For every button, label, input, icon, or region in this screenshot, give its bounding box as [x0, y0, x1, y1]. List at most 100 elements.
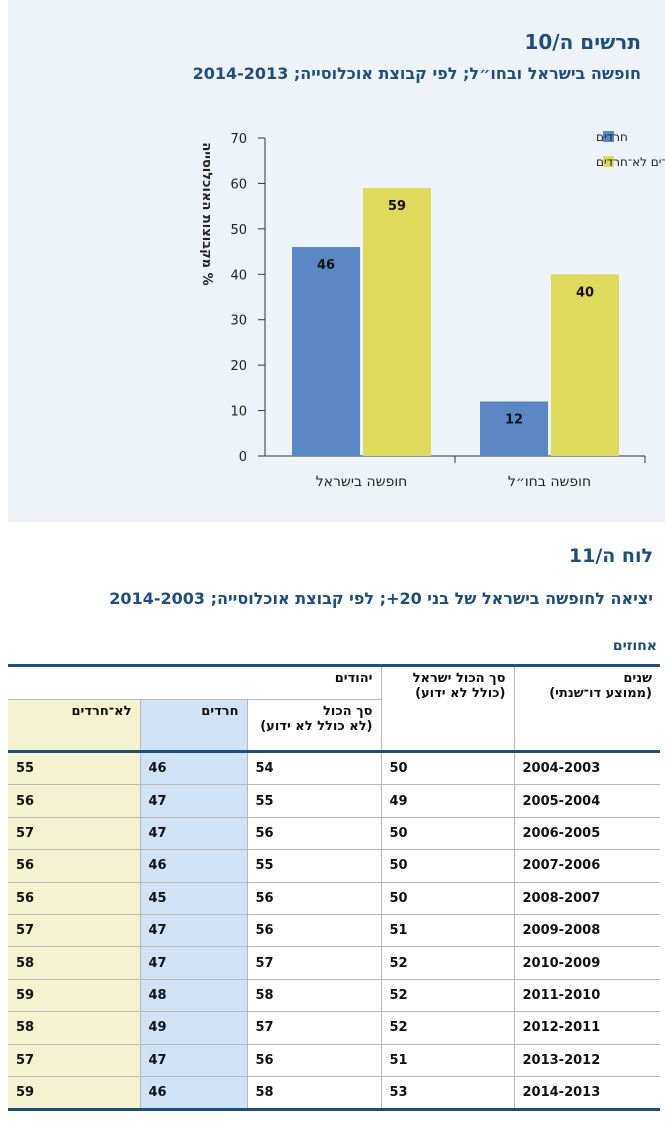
cell-haredim: 47 — [139, 784, 247, 818]
cell-haredim: 47 — [139, 1044, 247, 1077]
legend-swatch-haredim — [603, 131, 614, 142]
bar-data-label: 12 — [505, 412, 523, 427]
data-table: שנים (ממוצע דו־שנתי) סך הכול ישראל (כולל… — [8, 664, 660, 1112]
bar-0-1 — [363, 187, 431, 456]
y-tick-label: 50 — [230, 223, 247, 238]
header-jews: יהודים — [8, 664, 381, 700]
table-figure-title: לוח ה/11 — [568, 545, 653, 567]
cell-israel-total: 50 — [380, 817, 514, 851]
cell-israel-total: 51 — [380, 1044, 514, 1077]
chart-subtitle: חופשה בישראל ובחו״ל; לפי קבוצת אוכלוסייה… — [192, 64, 641, 83]
cell-jews-total: 58 — [246, 1076, 381, 1112]
legend-label-non-haredim: יהודים לא־חרדים — [596, 155, 665, 169]
table-row: 2006-2005 50 56 47 57 — [8, 817, 660, 851]
cell-haredim: 46 — [139, 1076, 247, 1112]
x-category-label: חופשה בחו״ל — [508, 474, 591, 490]
cell-israel-total: 52 — [380, 979, 514, 1013]
cell-israel-total: 53 — [380, 1076, 514, 1112]
cell-haredim: 45 — [139, 882, 247, 915]
cell-non-haredim: 57 — [8, 914, 140, 948]
table-row: 2008-2007 50 56 45 56 — [8, 882, 660, 915]
y-tick-label: 40 — [230, 268, 247, 283]
cell-jews-total: 55 — [246, 784, 381, 818]
table-row: 2011-2010 52 58 48 59 — [8, 979, 660, 1013]
cell-years: 2013-2012 — [513, 1044, 660, 1077]
table-row: 2007-2006 50 55 46 56 — [8, 849, 660, 883]
cell-jews-total: 58 — [246, 979, 381, 1013]
bar-data-label: 46 — [317, 258, 335, 273]
cell-jews-total: 56 — [246, 1044, 381, 1077]
chart-figure-title: תרשים ה/10 — [524, 30, 641, 54]
legend-label-haredim: חרדים — [596, 130, 628, 144]
cell-non-haredim: 58 — [8, 1011, 140, 1045]
cell-haredim: 46 — [139, 849, 247, 883]
cell-years: 2009-2008 — [513, 914, 660, 948]
cell-israel-total: 50 — [380, 751, 514, 786]
table-row: 2013-2012 51 56 47 57 — [8, 1044, 660, 1077]
y-tick-label: 30 — [230, 314, 247, 329]
y-tick-label: 20 — [230, 359, 247, 374]
cell-years: 2010-2009 — [513, 946, 660, 980]
cell-years: 2011-2010 — [513, 979, 660, 1013]
cell-years: 2008-2007 — [513, 882, 660, 915]
cell-non-haredim: 56 — [8, 784, 140, 818]
table-unit-label: אחוזים — [612, 638, 657, 654]
cell-non-haredim: 59 — [8, 979, 140, 1013]
cell-haredim: 46 — [139, 751, 247, 786]
cell-haredim: 47 — [139, 914, 247, 948]
bar-data-label: 40 — [576, 285, 594, 300]
header-non-haredim: לא־חרדים — [8, 699, 140, 752]
legend-swatch-non-haredim — [603, 156, 614, 167]
cell-jews-total: 56 — [246, 914, 381, 948]
table-subtitle: יציאה לחופשה בישראל של בני 20+; לפי קבוצ… — [109, 589, 653, 608]
cell-non-haredim: 58 — [8, 946, 140, 980]
cell-haredim: 47 — [139, 946, 247, 980]
cell-israel-total: 52 — [380, 946, 514, 980]
cell-non-haredim: 56 — [8, 849, 140, 883]
cell-years: 2007-2006 — [513, 849, 660, 883]
table-row: 2014-2013 53 58 46 59 — [8, 1076, 660, 1112]
cell-jews-total: 55 — [246, 849, 381, 883]
header-israel-total-sub: (כולל לא ידוע) — [415, 686, 506, 701]
cell-haredim: 47 — [139, 817, 247, 851]
y-tick-label: 10 — [230, 405, 247, 420]
header-israel-total-label: סך הכול ישראל — [412, 671, 506, 686]
y-axis-label: % מקבוצות האוכלוסייה — [199, 142, 214, 285]
cell-israel-total: 50 — [380, 849, 514, 883]
cell-years: 2005-2004 — [513, 784, 660, 818]
bar-1-1 — [551, 274, 619, 456]
cell-jews-total: 54 — [246, 751, 381, 786]
bar-0-0 — [292, 247, 360, 456]
cell-israel-total: 50 — [380, 882, 514, 915]
cell-non-haredim: 59 — [8, 1076, 140, 1112]
table-row: 2012-2011 52 57 49 58 — [8, 1011, 660, 1045]
y-tick-label: 70 — [230, 132, 247, 147]
bar-data-label: 59 — [388, 199, 406, 214]
cell-israel-total: 51 — [380, 914, 514, 948]
cell-years: 2004-2003 — [513, 751, 660, 786]
header-haredim: חרדים — [139, 699, 247, 752]
cell-non-haredim: 55 — [8, 751, 140, 786]
cell-israel-total: 49 — [380, 784, 514, 818]
cell-israel-total: 52 — [380, 1011, 514, 1045]
bar-1-0 — [480, 401, 548, 456]
header-jews-total-label: סך הכול — [323, 704, 373, 719]
cell-haredim: 48 — [139, 979, 247, 1013]
cell-years: 2006-2005 — [513, 817, 660, 851]
cell-jews-total: 57 — [246, 946, 381, 980]
table-row: 2009-2008 51 56 47 57 — [8, 914, 660, 948]
header-jews-total: סך הכול (לא כולל לא ידוע) — [246, 699, 381, 752]
cell-jews-total: 57 — [246, 1011, 381, 1045]
table-row: 2005-2004 49 55 47 56 — [8, 784, 660, 818]
cell-years: 2014-2013 — [513, 1076, 660, 1112]
header-jews-total-sub: (לא כולל לא ידוע) — [260, 719, 373, 734]
cell-non-haredim: 57 — [8, 1044, 140, 1077]
table-row: 2010-2009 52 57 47 58 — [8, 946, 660, 980]
header-israel-total: סך הכול ישראל (כולל לא ידוע) — [380, 664, 514, 752]
header-years-label: שנים — [623, 671, 652, 686]
cell-non-haredim: 57 — [8, 817, 140, 851]
x-category-label: חופשה בישראל — [316, 474, 408, 490]
header-years: שנים (ממוצע דו־שנתי) — [513, 664, 660, 752]
cell-non-haredim: 56 — [8, 882, 140, 915]
bar-chart: 0 10 20 30 40 50 60 70 46 59 חופשה בישראל 12 40 חופשה… — [199, 130, 665, 490]
